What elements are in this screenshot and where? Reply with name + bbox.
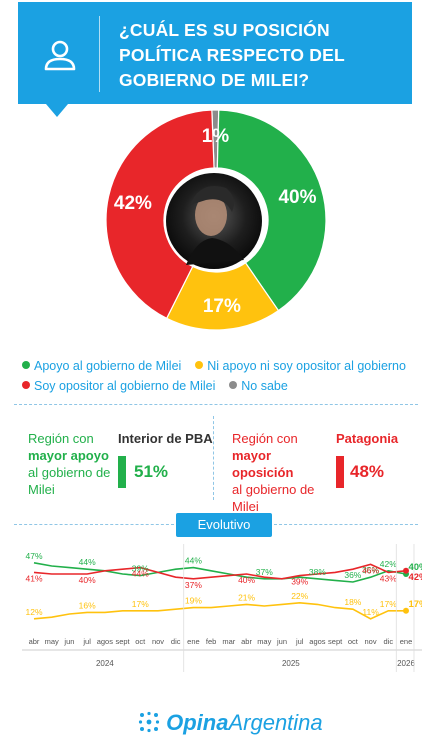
series-opposition-data-label: 43%: [380, 573, 397, 583]
header-pointer: [46, 104, 68, 117]
x-tick-label: sept: [328, 637, 343, 646]
series-opposition-data-label: 40%: [79, 575, 96, 585]
brand-logo: OpinaArgentina: [138, 710, 323, 740]
series-support-data-label: 47%: [25, 551, 42, 561]
series-neutral-data-label: 16%: [79, 600, 96, 610]
center-portrait: [166, 173, 262, 269]
page-title: ¿CUÁL ES SU POSICIÓN POLÍTICA RESPECTO D…: [119, 20, 345, 90]
series-support-data-label: 42%: [380, 559, 397, 569]
series-opposition-last-point: [403, 567, 409, 574]
x-tick-label: jun: [276, 637, 287, 646]
slice-neutral-label: 17%: [203, 296, 241, 317]
legend-item-neutral: Ni apoyo ni soy opositor al gobierno: [195, 359, 406, 373]
x-tick-label: jul: [295, 637, 304, 646]
region-opposition-name: Patagonia: [336, 431, 399, 446]
legend-item-unknown: No sabe: [229, 379, 288, 393]
x-tick-label: jun: [63, 637, 74, 646]
series-opposition-data-label: 41%: [25, 573, 42, 583]
series-neutral-last-point: [403, 607, 409, 614]
series-support-data-label: 36%: [344, 570, 361, 580]
user-icon: [44, 40, 76, 71]
x-tick-label: oct: [135, 637, 146, 646]
series-neutral-data-label: 18%: [344, 597, 361, 607]
divider-evo-left: [14, 524, 174, 525]
x-tick-label: nov: [365, 637, 377, 646]
series-support-data-label: 44%: [185, 556, 202, 566]
region-support-bar: [118, 456, 126, 488]
x-tick-label: nov: [152, 637, 164, 646]
year-label: 2025: [282, 659, 300, 668]
series-opposition-line: [33, 563, 407, 580]
region-support-description: Región con mayor apoyo al gobierno de Mi…: [28, 431, 111, 497]
x-tick-label: ene: [400, 637, 413, 646]
chart-legend: Apoyo al gobierno de Milei Ni apoyo ni s…: [22, 356, 422, 396]
header-banner: ¿CUÁL ES SU POSICIÓN POLÍTICA RESPECTO D…: [18, 2, 412, 104]
series-neutral-data-label: 17%: [132, 599, 149, 609]
x-tick-label: feb: [206, 637, 216, 646]
series-opposition-data-label: 42%: [408, 572, 422, 583]
x-tick-label: jul: [82, 637, 91, 646]
slice-support-label: 40%: [278, 187, 316, 208]
series-opposition-data-label: 44%: [132, 569, 149, 579]
series-support-data-label: 38%: [309, 567, 326, 577]
region-opposition-description: Región con mayor oposición al gobierno d…: [232, 431, 315, 514]
region-support-name: Interior de PBA: [118, 431, 213, 446]
year-label: 2024: [96, 659, 114, 668]
series-opposition-data-label: 37%: [185, 580, 202, 590]
series-support-data-label: 39%: [132, 564, 149, 574]
slice-opposition: [105, 109, 215, 320]
region-divider: [213, 416, 214, 500]
evolution-line-chart: 47%44%39%44%37%38%36%35%42%40%41%40%44%3…: [22, 544, 422, 672]
series-opposition-data-label: 39%: [291, 577, 308, 587]
series-support-data-label: 37%: [256, 567, 273, 577]
series-neutral-data-label: 19%: [185, 596, 202, 606]
divider-top: [14, 404, 418, 405]
series-support-line: [33, 562, 407, 583]
series-neutral-data-label: 17%: [380, 599, 397, 609]
legend-item-support: Apoyo al gobierno de Milei: [22, 359, 181, 373]
series-neutral-line: [33, 601, 406, 620]
series-support-data-label: 40%: [408, 562, 422, 573]
series-support-data-label: 44%: [79, 557, 96, 567]
series-neutral-data-label: 11%: [362, 607, 379, 617]
x-tick-label: agos: [97, 637, 114, 646]
x-tick-label: may: [257, 637, 271, 646]
x-tick-label: oct: [348, 637, 359, 646]
brand-mark-icon: [138, 711, 160, 733]
x-tick-label: agos: [309, 637, 326, 646]
evolution-title: Evolutivo: [176, 513, 272, 537]
region-support-pct: 51%: [134, 462, 169, 481]
x-tick-label: ene: [187, 637, 200, 646]
slice-opposition-label: 42%: [114, 193, 152, 214]
series-neutral-data-label: 12%: [25, 607, 42, 617]
header-divider: [99, 16, 100, 92]
x-tick-label: mar: [222, 637, 235, 646]
x-tick-label: dic: [171, 637, 181, 646]
legend-item-opposition: Soy opositor al gobierno de Milei: [22, 379, 215, 393]
x-tick-label: may: [45, 637, 59, 646]
x-tick-label: sept: [115, 637, 130, 646]
series-support-data-label: 35%: [362, 565, 379, 575]
year-label: 2026: [397, 659, 415, 668]
slice-support: [216, 109, 327, 312]
series-opposition-data-label: 46%: [362, 565, 379, 575]
donut-chart: 1% 40% 17% 42%: [0, 109, 432, 340]
divider-evo-right: [274, 524, 418, 525]
series-opposition-data-label: 40%: [238, 575, 255, 585]
series-neutral-data-label: 17%: [408, 599, 422, 610]
slice-unknown-label: 1%: [202, 126, 230, 147]
x-tick-label: abr: [241, 637, 252, 646]
x-tick-label: abr: [29, 637, 40, 646]
region-opposition-bar: [336, 456, 344, 488]
series-neutral-data-label: 21%: [238, 592, 255, 602]
x-tick-label: dic: [383, 637, 393, 646]
series-neutral-data-label: 22%: [291, 591, 308, 601]
region-opposition-pct: 48%: [350, 462, 385, 481]
